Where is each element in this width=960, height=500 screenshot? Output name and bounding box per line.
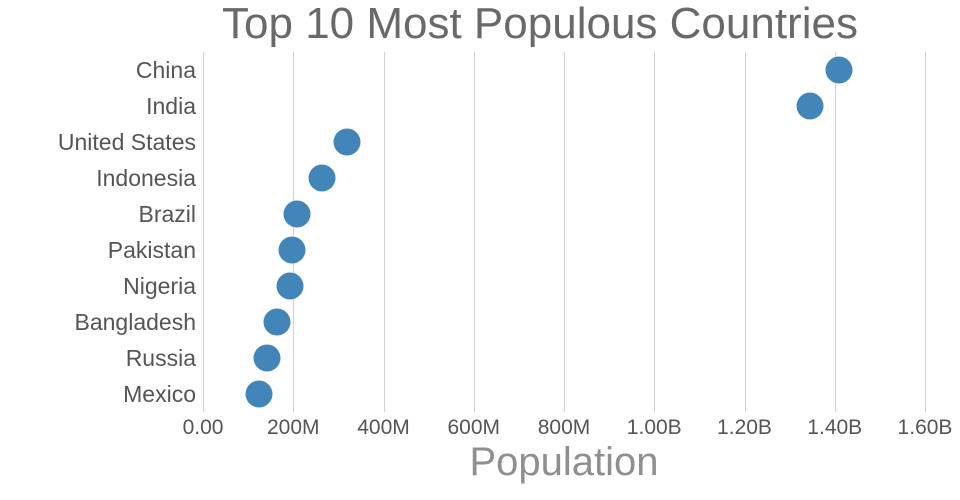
data-point-nigeria <box>276 272 304 300</box>
y-tick-label: Pakistan <box>107 237 196 263</box>
x-tick-label: 1.60B <box>897 416 953 439</box>
y-tick-label: Russia <box>125 345 196 371</box>
gridline <box>203 52 204 412</box>
data-point-china <box>825 56 853 84</box>
data-point-united-states <box>333 128 361 156</box>
data-point-bangladesh <box>263 308 291 336</box>
gridline <box>925 52 926 412</box>
y-tick-label: Bangladesh <box>74 309 197 335</box>
chart-title: Top 10 Most Populous Countries <box>222 0 858 48</box>
gridline <box>473 52 475 412</box>
x-tick-label: 1.40B <box>807 416 863 439</box>
y-tick-label: United States <box>57 129 196 155</box>
data-point-brazil <box>283 200 311 228</box>
gridline <box>834 52 836 412</box>
x-tick-label: 200M <box>266 416 320 439</box>
gridline <box>654 52 656 412</box>
y-axis-labels: China India United States Indonesia Brazil Pa… <box>0 52 196 412</box>
y-tick-label: China <box>135 57 196 83</box>
data-point-mexico <box>245 380 273 408</box>
x-tick-label: 600M <box>447 416 501 439</box>
x-tick-label: 1.00B <box>626 416 682 439</box>
y-tick-label: Brazil <box>138 201 196 227</box>
data-point-russia <box>253 344 281 372</box>
y-tick-label: Mexico <box>123 381 196 407</box>
x-axis-title: Population <box>469 440 659 484</box>
data-point-indonesia <box>308 164 336 192</box>
gridline <box>564 52 565 412</box>
x-tick-label: 1.20B <box>717 416 772 439</box>
plot-area <box>203 52 926 412</box>
gridline <box>293 52 295 412</box>
x-axis-ticks: 0.00 200M 400M 600M 800M 1.00B 1.20B 1.40B 1.60B <box>183 416 953 442</box>
data-point-india <box>796 92 824 120</box>
data-point-pakistan <box>278 236 306 264</box>
x-tick-label: 0.00 <box>182 416 224 439</box>
gridline <box>744 52 746 412</box>
y-tick-label: Indonesia <box>96 165 196 191</box>
x-tick-label: 400M <box>357 416 410 439</box>
x-tick-label: 800M <box>537 416 591 439</box>
y-tick-label: India <box>146 93 196 119</box>
y-tick-label: Nigeria <box>123 273 196 299</box>
gridline <box>383 52 385 412</box>
